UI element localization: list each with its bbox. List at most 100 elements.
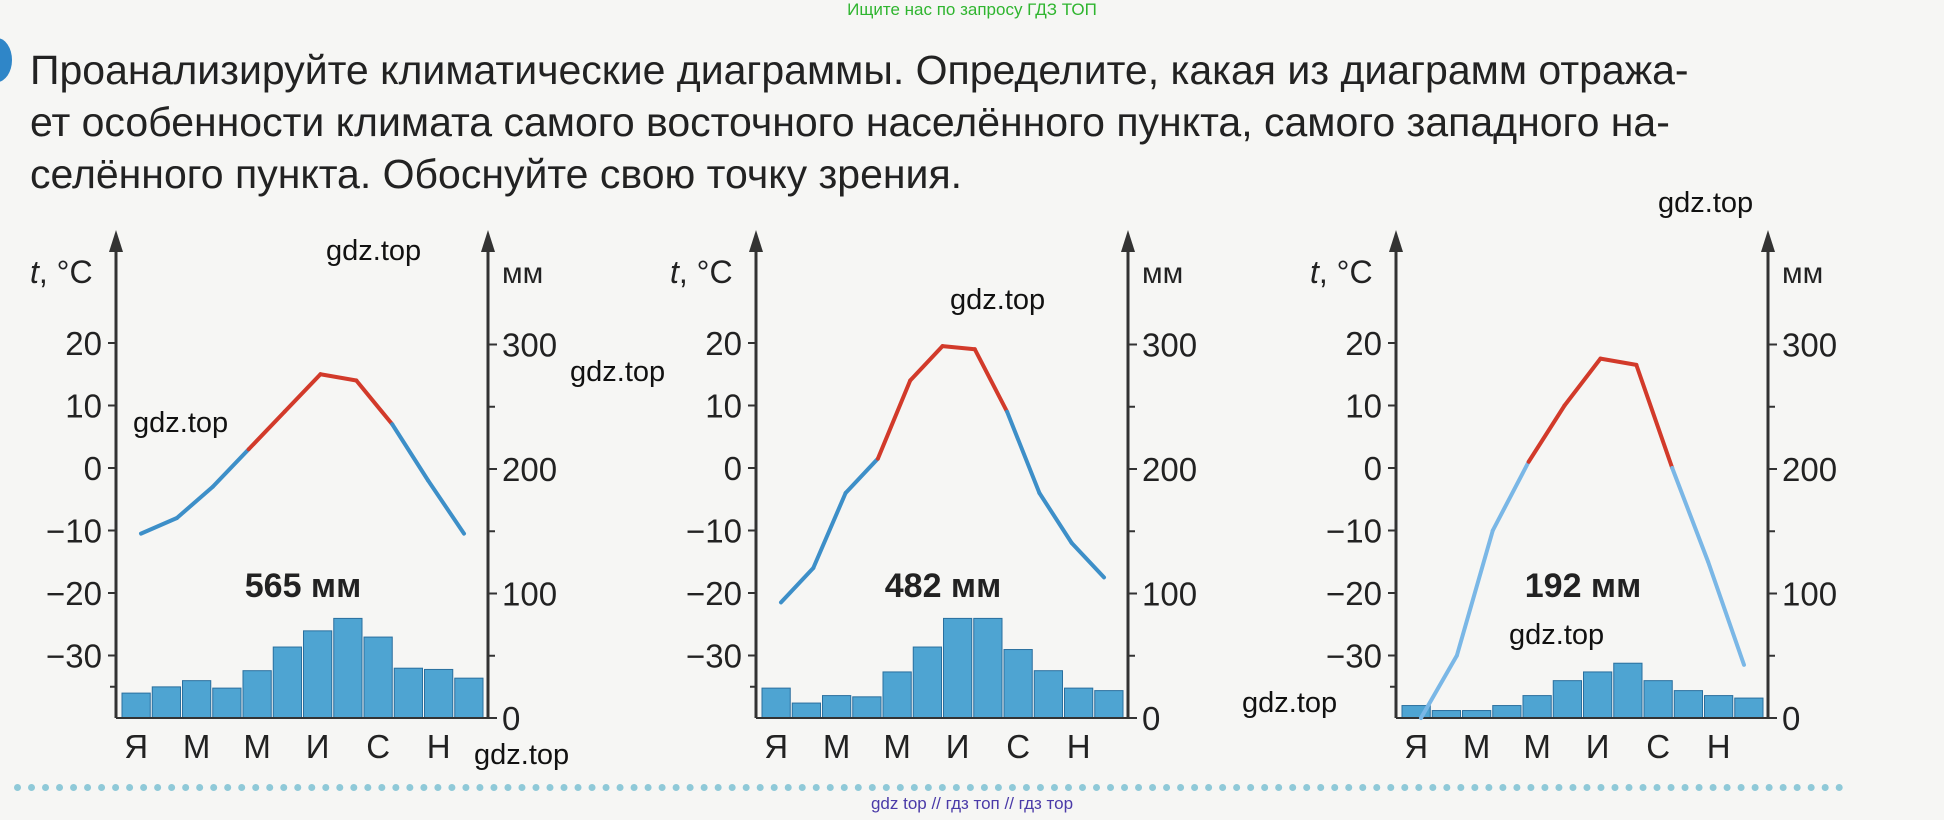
precipitation-tick-label: 0 xyxy=(502,700,520,737)
precipitation-tick-label: 200 xyxy=(1142,451,1197,488)
month-label: С xyxy=(366,728,390,765)
precipitation-bar xyxy=(1552,680,1582,719)
precipitation-bar xyxy=(1064,687,1094,719)
precipitation-bar xyxy=(882,671,912,719)
precipitation-bar xyxy=(1431,710,1461,719)
month-label: М xyxy=(1523,728,1551,765)
temperature-curve-segment xyxy=(1005,409,1042,495)
precipitation-bar xyxy=(1462,710,1492,719)
temperature-tick-label: −30 xyxy=(1326,638,1382,675)
temperature-tick-label: 10 xyxy=(65,388,102,425)
temperature-axis-arrow xyxy=(749,230,763,252)
month-label: И xyxy=(946,728,970,765)
precipitation-bar xyxy=(151,686,181,719)
precipitation-tick-label: 0 xyxy=(1782,700,1800,737)
month-label: Н xyxy=(1707,728,1731,765)
month-label: М xyxy=(823,728,851,765)
precipitation-tick-label: 300 xyxy=(502,327,557,364)
month-label: Н xyxy=(1067,728,1091,765)
temperature-tick-label: 20 xyxy=(1345,325,1382,362)
temperature-tick-label: −20 xyxy=(46,575,102,612)
question-line-3: селённого пункта. Обоснуйте свою точку з… xyxy=(30,151,963,197)
footer-text: gdz top // гдз топ // гдз тор xyxy=(870,794,1074,813)
temperature-curve-segment xyxy=(282,372,323,414)
precipitation-bar xyxy=(761,687,791,719)
annual-precipitation-label: 482 мм xyxy=(885,567,1001,605)
temperature-curve-segment xyxy=(875,378,913,461)
temperature-axis-label: t, °C xyxy=(670,254,733,290)
temperature-tick-label: −10 xyxy=(1326,513,1382,550)
precipitation-bar xyxy=(1522,695,1552,719)
temperature-axis-arrow xyxy=(1389,230,1403,252)
precipitation-axis-arrow xyxy=(1121,230,1135,252)
precipitation-axis-arrow xyxy=(481,230,495,252)
watermark: gdz.top xyxy=(950,284,1046,316)
dotted-divider xyxy=(14,784,1844,791)
temperature-curve-segment xyxy=(811,491,848,570)
precipitation-bar xyxy=(1003,649,1033,719)
temperature-curve-segment xyxy=(779,566,816,605)
temperature-curve-segment xyxy=(1037,491,1074,545)
temperature-curve-segment xyxy=(354,378,395,427)
precipitation-bar xyxy=(912,646,942,719)
temperature-tick-label: −20 xyxy=(1326,575,1382,612)
temperature-axis-label: t, °C xyxy=(30,254,93,290)
annual-precipitation-label: 192 мм xyxy=(1525,567,1641,605)
temperature-curve-segment xyxy=(940,344,977,352)
precipitation-bar xyxy=(1643,680,1673,719)
watermark: gdz.top xyxy=(474,739,570,771)
precipitation-bar xyxy=(1094,690,1124,719)
precipitation-bar xyxy=(1583,671,1613,719)
precipitation-bar xyxy=(454,677,484,719)
month-label: М xyxy=(883,728,911,765)
precipitation-bar xyxy=(1734,697,1764,719)
temperature-curve-segment xyxy=(139,516,179,536)
month-label: М xyxy=(1463,728,1491,765)
precipitation-axis-arrow xyxy=(1761,230,1775,252)
task-marker xyxy=(0,38,12,82)
precipitation-bar xyxy=(182,680,212,719)
watermark: gdz.top xyxy=(133,407,229,439)
temperature-curve-segment xyxy=(1562,356,1603,408)
precipitation-bar xyxy=(121,692,151,719)
precipitation-bar xyxy=(1673,690,1703,719)
temperature-tick-label: −10 xyxy=(46,513,102,550)
temperature-tick-label: 20 xyxy=(705,325,742,362)
precipitation-bar xyxy=(1704,695,1734,719)
temperature-curve-segment xyxy=(426,478,466,536)
temperature-tick-label: 10 xyxy=(705,388,742,425)
precipitation-bar xyxy=(424,668,454,719)
temperature-tick-label: −20 xyxy=(686,575,742,612)
precipitation-bar xyxy=(852,696,882,719)
temperature-curve-segment xyxy=(1069,541,1106,580)
precipitation-bar xyxy=(303,630,333,719)
month-label: И xyxy=(1586,728,1610,765)
temperature-tick-label: −10 xyxy=(686,513,742,550)
temperature-tick-label: 0 xyxy=(724,450,742,487)
precipitation-bar xyxy=(363,636,393,719)
temperature-tick-label: 10 xyxy=(1345,388,1382,425)
precipitation-bar xyxy=(1613,662,1643,719)
temperature-curve-segment xyxy=(318,372,359,383)
watermark: gdz.top xyxy=(1242,687,1338,719)
watermark: gdz.top xyxy=(326,235,422,267)
temperature-curve-segment xyxy=(390,422,431,483)
month-label: Я xyxy=(764,728,788,765)
precipitation-bar xyxy=(242,670,272,719)
temperature-curve-segment xyxy=(1706,559,1746,667)
temperature-curve-segment xyxy=(1598,356,1639,367)
temperature-curve-segment xyxy=(1490,459,1531,533)
precipitation-bar xyxy=(791,702,821,719)
month-label: С xyxy=(1006,728,1030,765)
precipitation-bar xyxy=(333,617,363,719)
temperature-curve-segment xyxy=(843,456,880,495)
precipitation-tick-label: 300 xyxy=(1142,327,1197,364)
precipitation-bar xyxy=(393,667,423,719)
temperature-curve-segment xyxy=(1634,362,1675,470)
precipitation-bar xyxy=(973,617,1003,719)
precipitation-tick-label: 200 xyxy=(502,451,557,488)
temperature-curve-segment xyxy=(1670,466,1711,564)
